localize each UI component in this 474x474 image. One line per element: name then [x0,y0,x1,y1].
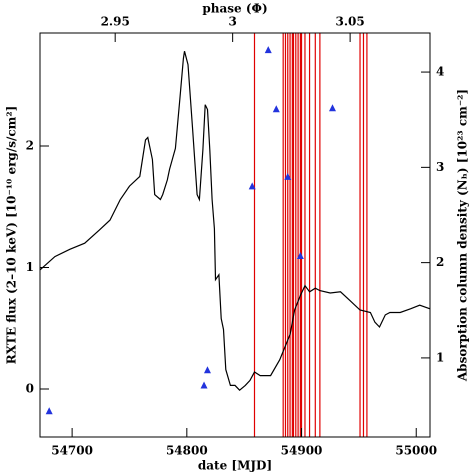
x2-axis-label: phase (Φ) [202,2,267,16]
marker [296,251,304,259]
x-tick-label: 54800 [166,444,208,458]
marker [284,172,292,180]
y2-axis-label: Absorption column density (Nₕ) [10²³ cm⁻… [456,89,470,382]
y2-tick-label: 3 [436,160,444,174]
x2-tick-label: 3.05 [336,15,365,29]
marker [272,105,280,113]
y-tick-label: 1 [26,260,34,274]
x-tick-label: 55000 [395,444,437,458]
x-axis-label: date [MJD] [198,459,272,473]
line [39,51,431,392]
y-axis-label: RXTE flux (2–10 keV) [10⁻¹⁰ erg/s/cm²] [5,106,19,365]
y-tick-label: 0 [26,382,34,396]
x2-tick-label: 3 [228,15,236,29]
x2-tick-label: 2.95 [101,15,130,29]
plot-frame [39,32,431,438]
marker [200,381,208,389]
y2-tick-label: 2 [436,255,444,269]
marker [203,366,211,374]
marker [248,182,256,190]
x-tick-label: 54900 [281,444,323,458]
y-tick-label: 2 [26,138,34,152]
marker [264,46,272,54]
x-tick-label: 54700 [51,444,93,458]
y2-tick-label: 1 [436,350,444,364]
marker [45,407,53,415]
y2-tick-label: 4 [436,65,444,79]
marker [329,104,336,112]
